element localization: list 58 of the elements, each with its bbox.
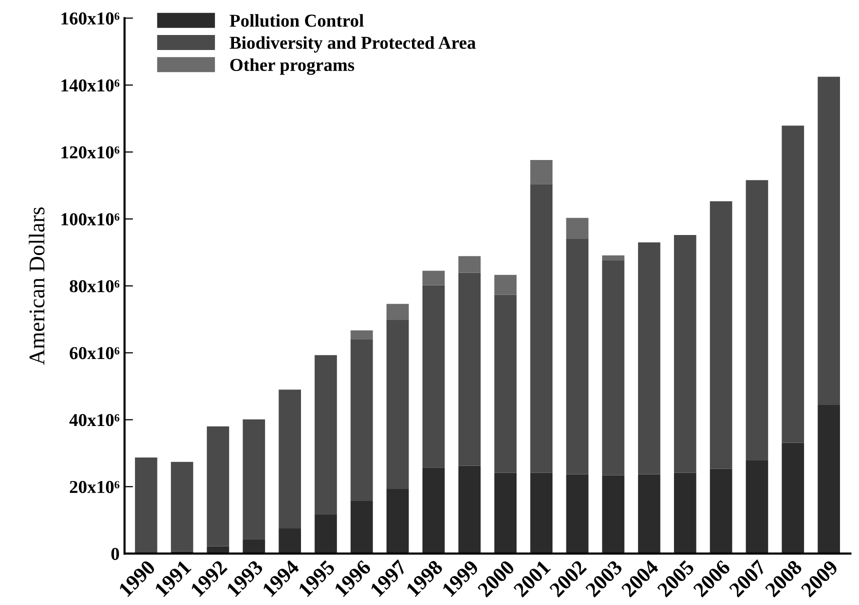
bar xyxy=(458,256,481,273)
bar xyxy=(746,460,768,554)
bar xyxy=(134,458,158,554)
bar xyxy=(278,390,301,528)
bar xyxy=(242,419,266,540)
y-tick-label: 100x10⁶ xyxy=(62,213,120,226)
y-tick-label: 60x10⁶ xyxy=(70,347,120,360)
bar xyxy=(242,539,266,554)
bar xyxy=(386,488,409,554)
legend-label: Pollution Control xyxy=(230,14,364,27)
bar xyxy=(602,255,624,260)
bar xyxy=(530,184,553,473)
bar xyxy=(350,501,373,554)
bar xyxy=(530,160,553,184)
bar xyxy=(494,294,517,473)
legend-label: Other programs xyxy=(230,58,354,75)
y-tick-label: 80x10⁶ xyxy=(70,280,120,292)
bar xyxy=(710,468,732,554)
bar xyxy=(638,474,660,554)
y-tick-label: 140x10⁶ xyxy=(62,79,120,92)
y-tick-label: 20x10⁶ xyxy=(70,480,120,494)
bar xyxy=(818,404,840,554)
bar xyxy=(422,285,445,468)
bar xyxy=(746,180,768,461)
bar xyxy=(458,466,481,554)
bar xyxy=(566,474,588,554)
bar xyxy=(458,272,481,466)
y-tick-label: 160x10⁶ xyxy=(62,12,120,25)
bar xyxy=(782,126,804,443)
bar xyxy=(206,426,230,546)
bar xyxy=(674,472,696,554)
bar xyxy=(602,260,624,476)
bar xyxy=(314,514,337,554)
bar xyxy=(638,242,660,474)
bar xyxy=(602,475,624,554)
bar xyxy=(566,239,588,474)
bar xyxy=(386,304,409,320)
bar xyxy=(674,234,696,473)
bar xyxy=(710,201,732,469)
y-tick-label: 40x10⁶ xyxy=(69,414,120,426)
y-tick-label: 120x10⁶ xyxy=(62,146,120,158)
bar xyxy=(566,218,588,240)
y-tick-label: 0 xyxy=(111,548,120,560)
bar xyxy=(782,442,804,554)
y-axis-title: American Dollars xyxy=(28,207,44,365)
bar xyxy=(530,472,553,554)
bar xyxy=(170,462,194,552)
bar xyxy=(350,330,373,340)
legend-label: Biodiversity and Protected Area xyxy=(230,36,476,53)
bar xyxy=(818,76,840,405)
bar xyxy=(278,528,301,554)
bar xyxy=(350,339,373,502)
bar xyxy=(314,355,337,514)
bar xyxy=(494,274,517,295)
bar xyxy=(494,472,517,554)
bar xyxy=(386,320,409,489)
bar xyxy=(422,468,445,554)
bar xyxy=(422,270,445,286)
